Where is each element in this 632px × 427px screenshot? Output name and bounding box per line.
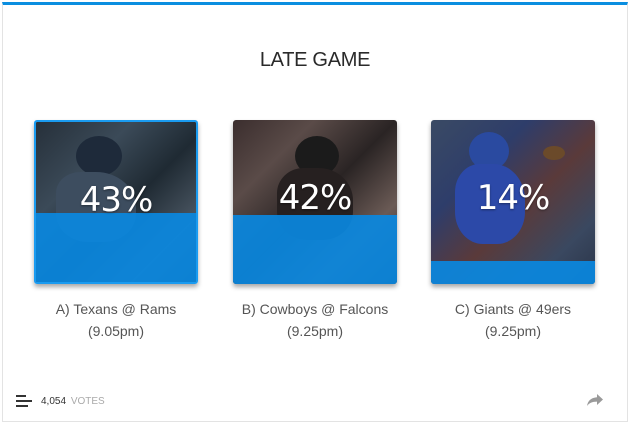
option-teams: A) Texans @ Rams [55,301,177,317]
percent-label: 42% [278,178,353,218]
percent-label: 43% [79,180,154,220]
option-teams: C) Giants @ 49ers [454,301,572,317]
percent-fill [36,213,196,282]
option-label[interactable]: C) Giants @ 49ers (9.25pm) [431,298,595,342]
percent-label: 14% [476,178,551,218]
option-time: (9.25pm) [286,323,344,339]
poll-title: LATE GAME [259,49,371,71]
poll-option-a[interactable]: 43% A) Texans @ Rams (9.05pm) [34,120,198,342]
percent-fill [233,215,397,284]
option-tile[interactable]: 14% [431,120,595,284]
giants-player-photo [431,120,595,284]
option-tile[interactable]: 43% [34,120,198,284]
bar-chart-icon[interactable] [16,395,32,407]
option-teams: B) Cowboys @ Falcons [241,301,389,317]
poll-option-b[interactable]: 42% B) Cowboys @ Falcons (9.25pm) [233,120,397,342]
option-label[interactable]: A) Texans @ Rams (9.05pm) [34,298,198,342]
votes-count: 4,054 VOTES [41,396,105,407]
option-tile[interactable]: 42% [233,120,397,284]
votes-number: 4,054 [41,396,67,407]
option-time: (9.25pm) [484,323,542,339]
votes-word: VOTES [70,396,105,407]
percent-fill [431,261,595,284]
option-label[interactable]: B) Cowboys @ Falcons (9.25pm) [233,298,397,342]
option-time: (9.05pm) [87,323,145,339]
share-arrow-icon[interactable] [586,393,604,407]
poll-option-c[interactable]: 14% C) Giants @ 49ers (9.25pm) [431,120,595,342]
